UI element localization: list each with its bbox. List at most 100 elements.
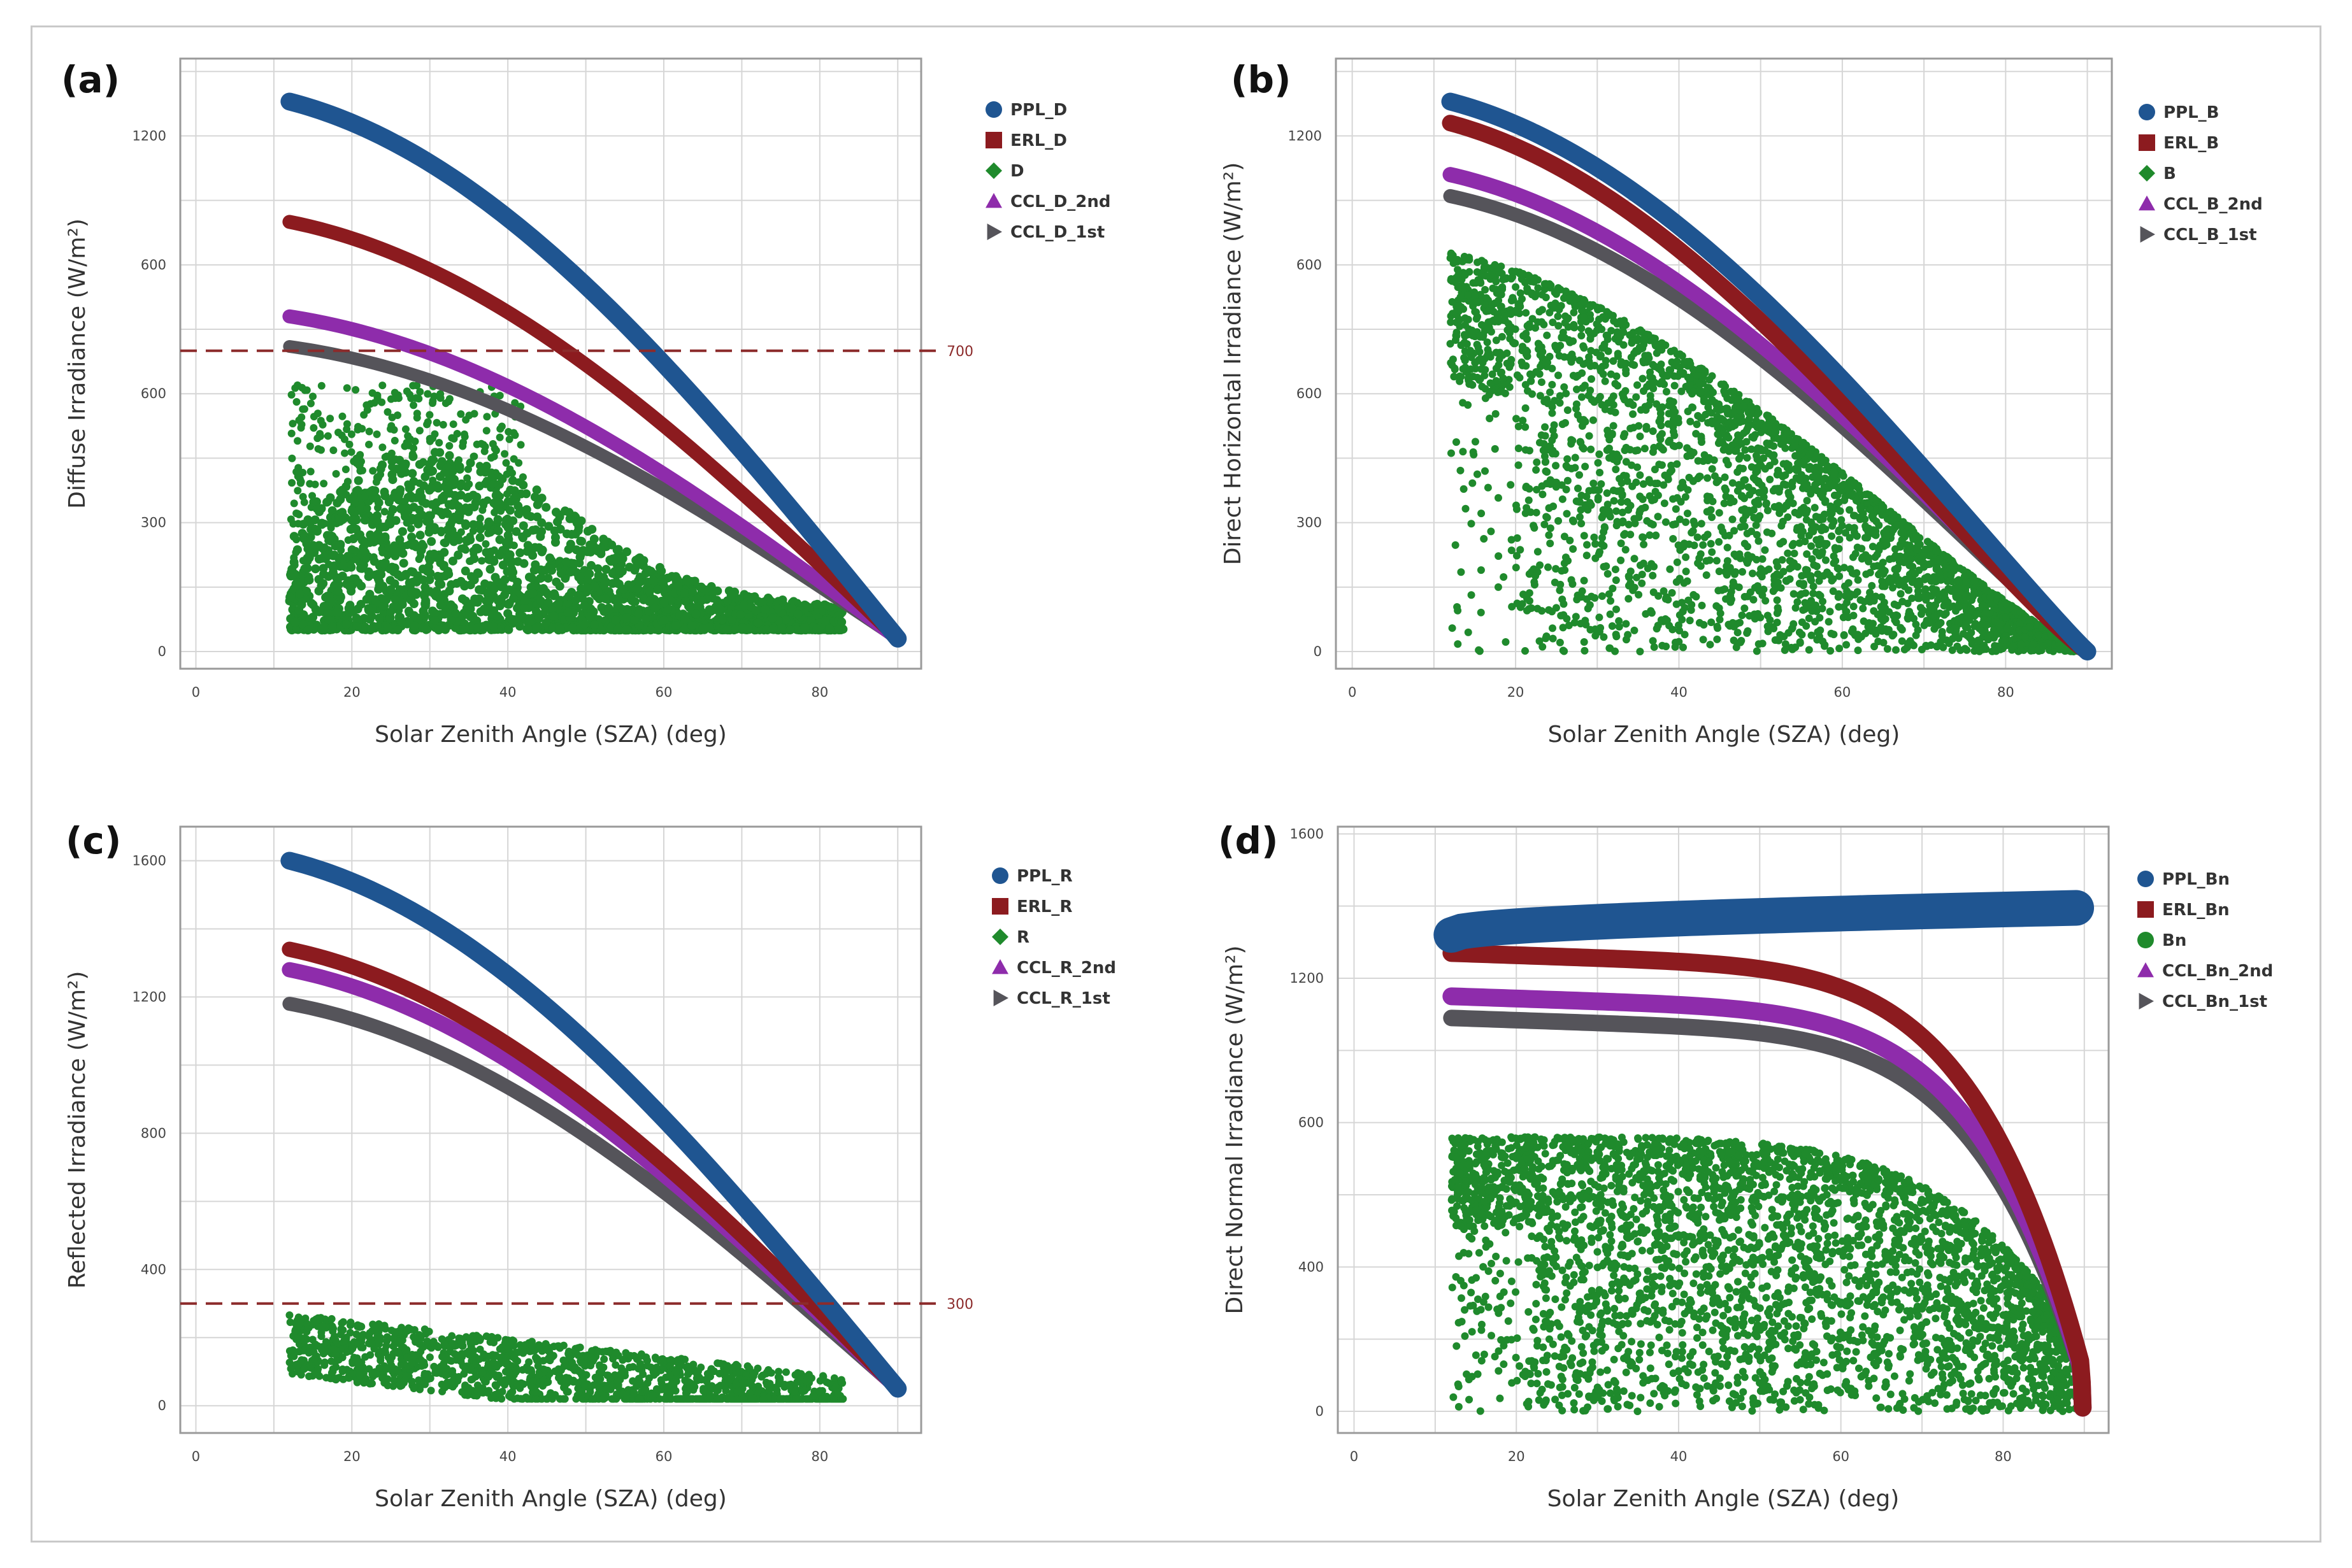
beam-point [1591,540,1600,548]
diffuse-point [556,624,565,634]
beam-point [1829,587,1837,595]
diffuse-point [317,381,326,390]
diffuse-point [336,553,345,561]
beam-point [1650,643,1658,651]
beam-point [1484,346,1492,354]
diffuse-point [587,525,597,534]
beam-point [1760,487,1768,495]
legend-marker-CCL_D_1st [987,224,1002,240]
diffuse-point [407,532,417,542]
y-tick-label: 0 [158,644,166,659]
beam-point [1548,409,1556,417]
diffuse-point [320,543,329,552]
diffuse-point [429,589,439,599]
diffuse-point [461,432,469,441]
diffuse-point [302,587,312,596]
beam-point [1516,289,1524,297]
diffuse-point [406,435,414,443]
diffuse-point [517,441,525,449]
beam-point [1572,613,1580,621]
beam-point [1604,347,1612,355]
beam-point [1682,567,1690,576]
beam-point [1622,359,1630,367]
beam-point [1849,602,1858,611]
diffuse-point [445,451,454,460]
beam-point [1622,620,1630,628]
diffuse-point [594,571,603,580]
beam-point [1551,397,1559,405]
beam-point [1917,610,1925,618]
diffuse-point [433,571,443,581]
beam-point [1671,520,1679,528]
diffuse-point [837,617,847,627]
diffuse-point [305,575,314,585]
beam-point [1500,573,1508,581]
beam-point [1603,570,1612,578]
diffuse-point [412,588,421,597]
diffuse-point [472,616,482,625]
beam-point [1835,545,1843,553]
diffuse-point [571,595,580,605]
beam-point [1525,446,1533,455]
diffuse-point [494,472,503,480]
diffuse-point [324,615,334,624]
diffuse-point [454,550,462,559]
beam-point [1818,604,1826,613]
diffuse-point [324,498,333,506]
diffuse-point [313,434,322,443]
beam-point [1538,643,1547,651]
beam-point [1524,496,1533,504]
diffuse-point [471,543,480,552]
beam-point [1513,371,1521,380]
model-curve-ERL_D [282,215,905,646]
beam-point [1708,548,1716,556]
diffuse-point [430,608,440,618]
beam-point [1668,588,1676,597]
beam-point [1611,566,1619,574]
beam-point [1649,448,1657,456]
beam-point [1819,597,1827,606]
diffuse-point [450,530,458,538]
diffuse-point [585,569,594,578]
beam-point [1461,357,1469,365]
beam-point [1816,535,1825,543]
beam-point [1601,377,1609,385]
diffuse-point [528,588,538,598]
legend-marker-ERL_D [986,132,1002,148]
diffuse-point [506,465,514,473]
diffuse-point [429,399,437,407]
beam-point [1532,508,1540,517]
diffuse-point [350,491,358,499]
diffuse-point [493,596,503,606]
diffuse-point [448,556,457,566]
diffuse-point [290,561,299,569]
diffuse-point [680,615,690,624]
diffuse-point [472,492,482,502]
diffuse-point [475,533,485,543]
beam-point [1563,455,1572,463]
diffuse-point [544,522,554,531]
y-axis-label: Diffuse Irradiance (W/m²) [64,218,90,509]
diffuse-point [463,483,471,492]
beam-point [1815,577,1823,585]
diffuse-point [394,411,402,420]
beam-point [1803,497,1811,505]
diffuse-point [599,580,609,590]
beam-point [1579,297,1588,306]
diffuse-point [301,536,309,544]
beam-point [1746,611,1754,620]
beam-point [1565,622,1573,630]
diffuse-point [561,557,571,567]
diffuse-point [690,576,699,586]
diffuse-point [313,410,322,418]
diffuse-point [292,398,301,406]
diffuse-point [722,625,732,635]
diffuse-point [469,527,477,535]
beam-point [1540,452,1549,460]
beam-point [1968,639,1976,648]
diffuse-point [403,387,411,396]
beam-point [1558,420,1567,429]
beam-point [1815,541,1823,549]
beam-point [1670,372,1679,380]
diffuse-point [696,582,705,592]
